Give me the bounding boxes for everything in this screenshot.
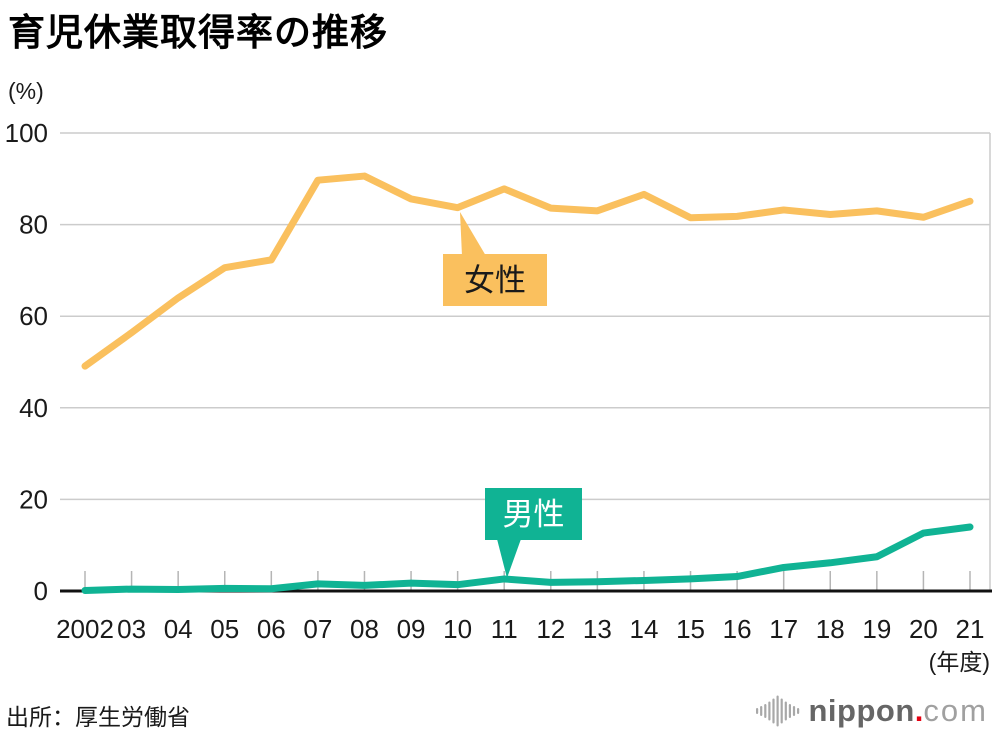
callout-box bbox=[443, 254, 547, 306]
x-tick-label: 12 bbox=[536, 614, 565, 644]
soundwave-bar bbox=[784, 701, 787, 721]
y-tick-label: 80 bbox=[19, 210, 48, 240]
callout-label: 男性 bbox=[503, 497, 565, 532]
y-tick-label: 40 bbox=[19, 393, 48, 423]
nippon-com-logo: nippon.com bbox=[754, 690, 989, 732]
callout-men: 男性 bbox=[485, 488, 582, 578]
soundwave-bar bbox=[767, 701, 770, 721]
callout-pointer bbox=[460, 212, 486, 256]
x-tick-label: 11 bbox=[491, 614, 518, 644]
x-tick-label: 19 bbox=[862, 614, 891, 644]
x-tick-label: 16 bbox=[723, 614, 752, 644]
x-tick-label: 17 bbox=[769, 614, 798, 644]
logo-brand: nippon bbox=[808, 693, 915, 728]
soundwave-bar bbox=[759, 706, 762, 716]
callout-box bbox=[485, 488, 582, 540]
x-tick-label: 15 bbox=[676, 614, 705, 644]
x-tick-label: 09 bbox=[397, 614, 426, 644]
x-tick-label: 2002 bbox=[56, 614, 114, 644]
series-line-men bbox=[81, 523, 974, 594]
x-tick-label: 04 bbox=[164, 614, 193, 644]
soundwave-bar bbox=[771, 698, 775, 724]
page-title: 育児休業取得率の推移 bbox=[8, 12, 388, 53]
soundwave-bar bbox=[780, 698, 783, 724]
soundwave-bar bbox=[776, 695, 779, 727]
soundwave-bar bbox=[788, 704, 791, 718]
x-tick-label: 14 bbox=[629, 614, 658, 644]
x-tick-label: 18 bbox=[816, 614, 845, 644]
soundwave-bar bbox=[763, 704, 766, 718]
logo-tld: com bbox=[923, 693, 988, 728]
source-note: 出所：厚生労働省 bbox=[6, 704, 190, 730]
y-axis-unit-label: (%) bbox=[8, 78, 44, 104]
x-tick-label: 03 bbox=[117, 614, 146, 644]
x-axis-labels: 2002 03 04 05 06 07 08 09 10 11 12 13 14 15 16 17 18 19 20… bbox=[56, 614, 984, 644]
x-tick-label: 07 bbox=[303, 614, 332, 644]
y-axis-labels: 0 20 40 60 80 100 bbox=[5, 118, 48, 606]
x-tick-label: 21 bbox=[956, 614, 985, 644]
soundwave-bar bbox=[755, 708, 758, 714]
x-tick-label: 06 bbox=[257, 614, 286, 644]
logo-dot: . bbox=[914, 693, 924, 728]
x-tick-label: 13 bbox=[583, 614, 612, 644]
y-tick-label: 20 bbox=[19, 484, 48, 514]
x-tick-label: 10 bbox=[443, 614, 472, 644]
y-tick-label: 60 bbox=[19, 301, 48, 331]
callout-label: 女性 bbox=[464, 263, 526, 298]
soundwave-icon bbox=[755, 695, 799, 727]
x-tick-label: 05 bbox=[210, 614, 239, 644]
x-tick-label: 08 bbox=[350, 614, 379, 644]
logo-text: nippon.com bbox=[809, 690, 989, 732]
y-tick-label: 0 bbox=[34, 576, 48, 606]
callout-women: 女性 bbox=[443, 212, 547, 306]
soundwave-bar bbox=[792, 706, 795, 716]
x-tick-label: 20 bbox=[909, 614, 938, 644]
soundwave-bar bbox=[796, 708, 799, 714]
y-tick-label: 100 bbox=[5, 118, 48, 148]
series-line-women bbox=[81, 172, 974, 370]
callout-pointer bbox=[497, 539, 521, 578]
x-axis-unit-label: (年度) bbox=[928, 649, 990, 675]
